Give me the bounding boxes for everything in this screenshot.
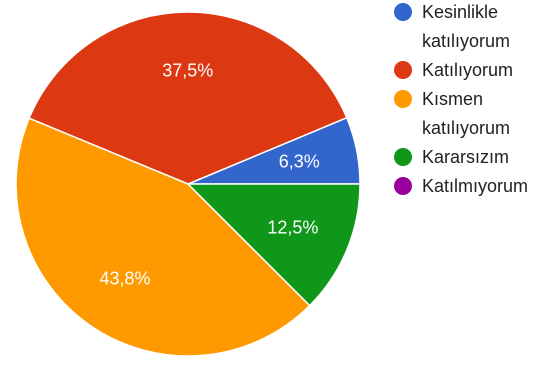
legend-marker-0 bbox=[394, 3, 412, 21]
legend-marker-2 bbox=[394, 90, 412, 108]
legend-item-0: Kesinlikle katılıyorum bbox=[394, 2, 510, 51]
legend-label-4: Katılmıyorum bbox=[422, 176, 528, 196]
legend-item-1: Katılıyorum bbox=[394, 60, 513, 80]
legend-item-3: Kararsızım bbox=[394, 147, 509, 167]
legend-label-3: Kararsızım bbox=[422, 147, 509, 167]
pie-slice-labels: 6,3% 37,5% 43,8% 12,5% bbox=[99, 61, 319, 289]
slice-value-label-1: 37,5% bbox=[162, 61, 213, 81]
legend-item-4: Katılmıyorum bbox=[394, 176, 528, 196]
legend: Kesinlikle katılıyorum Katılıyorum Kısmen ka… bbox=[394, 2, 528, 196]
legend-marker-1 bbox=[394, 61, 412, 79]
legend-marker-4 bbox=[394, 177, 412, 195]
slice-value-label-3: 12,5% bbox=[267, 217, 318, 237]
pie-slice-3 bbox=[186, 183, 361, 307]
legend-label-0: Kesinlikle katılıyorum bbox=[422, 2, 510, 51]
legend-label-1: Katılıyorum bbox=[422, 60, 513, 80]
legend-marker-3 bbox=[394, 148, 412, 166]
legend-item-2: Kısmen katılıyorum bbox=[394, 89, 510, 138]
pie-slices bbox=[15, 11, 361, 357]
slice-value-label-2: 43,8% bbox=[99, 268, 150, 288]
legend-label-2: Kısmen katılıyorum bbox=[422, 89, 510, 138]
slice-value-label-0: 6,3% bbox=[279, 152, 320, 172]
pie-slice-2 bbox=[15, 117, 311, 357]
pie-slice-1 bbox=[28, 11, 348, 185]
